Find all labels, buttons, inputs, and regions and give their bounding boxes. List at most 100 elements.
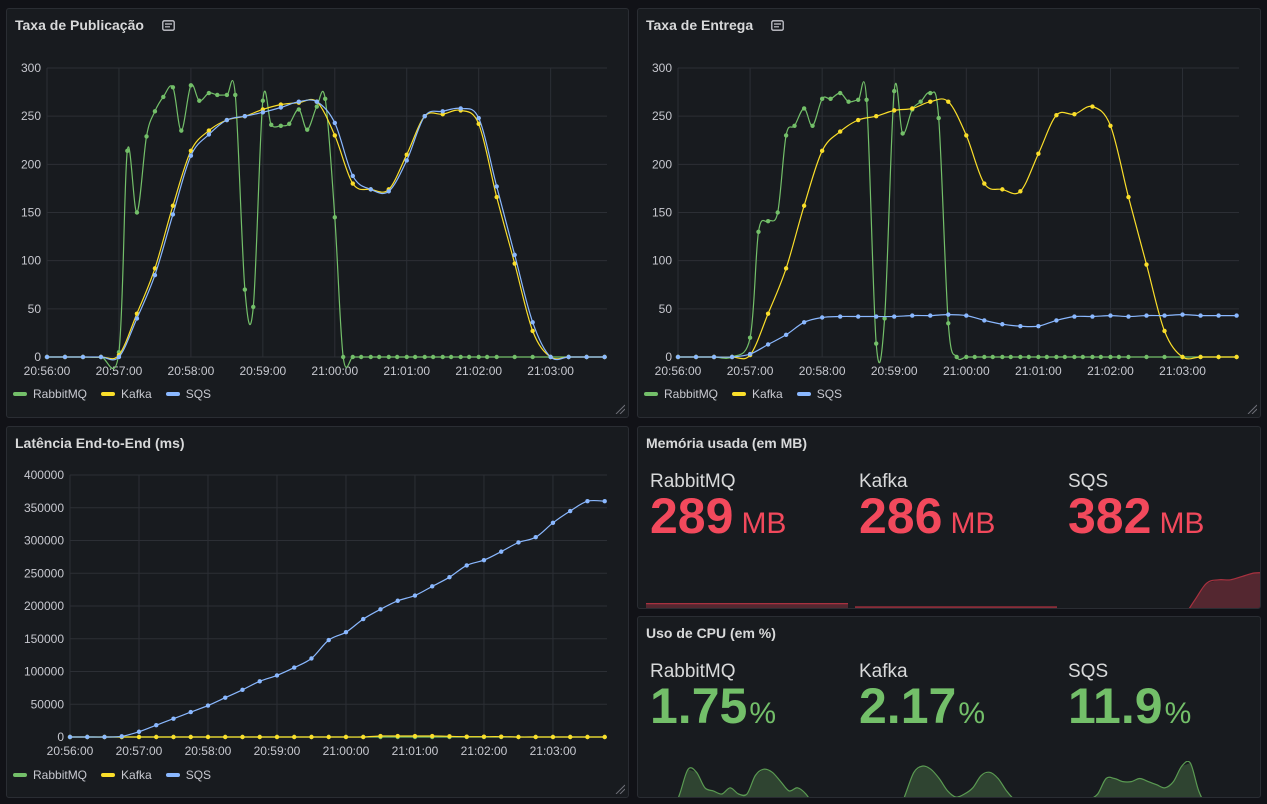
data-point-sqs[interactable]: [928, 313, 933, 318]
data-point-rabbitmq[interactable]: [801, 106, 807, 111]
data-point-sqs[interactable]: [447, 574, 452, 580]
data-point-rabbitmq[interactable]: [846, 99, 851, 104]
data-point-sqs[interactable]: [395, 598, 400, 603]
data-point-sqs[interactable]: [404, 158, 409, 163]
data-point-rabbitmq[interactable]: [855, 97, 861, 102]
data-point-rabbitmq[interactable]: [1090, 354, 1095, 360]
data-point-kafka[interactable]: [206, 128, 212, 133]
data-point-kafka[interactable]: [892, 108, 897, 113]
data-point-sqs[interactable]: [512, 252, 517, 258]
data-point-sqs[interactable]: [154, 723, 159, 728]
data-point-sqs[interactable]: [309, 656, 314, 661]
data-point-kafka[interactable]: [361, 734, 366, 740]
data-point-rabbitmq[interactable]: [422, 354, 427, 360]
data-point-kafka[interactable]: [332, 133, 337, 138]
data-point-sqs[interactable]: [765, 342, 771, 347]
data-point-rabbitmq[interactable]: [484, 354, 490, 360]
data-point-kafka[interactable]: [783, 266, 789, 271]
data-point-sqs[interactable]: [343, 630, 349, 635]
data-point-rabbitmq[interactable]: [882, 316, 887, 321]
data-point-kafka[interactable]: [585, 734, 590, 740]
data-point-kafka[interactable]: [530, 328, 535, 334]
stat-kafka[interactable]: Kafka 286 MB: [855, 471, 1057, 608]
data-point-kafka[interactable]: [819, 148, 825, 154]
data-point-rabbitmq[interactable]: [305, 127, 310, 132]
data-point-rabbitmq[interactable]: [1008, 354, 1013, 360]
data-point-kafka[interactable]: [1162, 328, 1167, 334]
data-point-sqs[interactable]: [440, 109, 445, 114]
series-line-rabbitmq[interactable]: [677, 81, 1237, 364]
data-point-sqs[interactable]: [67, 734, 73, 740]
data-point-rabbitmq[interactable]: [1080, 354, 1086, 360]
data-point-sqs[interactable]: [422, 113, 427, 119]
data-point-rabbitmq[interactable]: [233, 92, 238, 98]
data-point-rabbitmq[interactable]: [323, 96, 328, 102]
data-point-rabbitmq[interactable]: [775, 210, 780, 215]
legend-item-kafka[interactable]: Kafka: [101, 768, 152, 782]
data-point-sqs[interactable]: [533, 535, 538, 540]
data-point-kafka[interactable]: [223, 734, 228, 740]
data-point-sqs[interactable]: [278, 105, 284, 110]
data-point-rabbitmq[interactable]: [448, 354, 454, 360]
data-point-rabbitmq[interactable]: [125, 148, 130, 154]
data-point-rabbitmq[interactable]: [1126, 354, 1131, 360]
data-point-sqs[interactable]: [584, 354, 589, 360]
data-point-kafka[interactable]: [1180, 354, 1185, 360]
data-point-sqs[interactable]: [350, 173, 355, 179]
panel-title[interactable]: Uso de CPU (em %): [646, 625, 776, 641]
data-point-kafka[interactable]: [765, 311, 771, 316]
data-point-sqs[interactable]: [1198, 313, 1203, 318]
data-point-sqs[interactable]: [801, 320, 807, 325]
data-point-sqs[interactable]: [476, 115, 481, 121]
panel-title[interactable]: Taxa de Publicação: [15, 17, 175, 34]
data-point-rabbitmq[interactable]: [152, 109, 158, 114]
data-point-sqs[interactable]: [819, 315, 825, 320]
data-point-sqs[interactable]: [292, 665, 297, 670]
data-point-kafka[interactable]: [395, 733, 400, 739]
data-point-rabbitmq[interactable]: [144, 134, 149, 139]
data-point-sqs[interactable]: [116, 354, 122, 360]
data-point-rabbitmq[interactable]: [530, 354, 535, 360]
data-point-sqs[interactable]: [458, 106, 463, 111]
legend-item-sqs[interactable]: SQS: [165, 768, 211, 782]
data-point-rabbitmq[interactable]: [287, 121, 292, 127]
data-point-kafka[interactable]: [205, 734, 211, 740]
data-point-sqs[interactable]: [982, 318, 987, 323]
data-point-sqs[interactable]: [368, 187, 373, 192]
data-point-sqs[interactable]: [602, 354, 607, 360]
data-point-rabbitmq[interactable]: [1162, 354, 1167, 360]
series-line-kafka[interactable]: [677, 98, 1237, 360]
data-point-rabbitmq[interactable]: [251, 304, 256, 310]
data-point-kafka[interactable]: [494, 194, 499, 200]
data-point-sqs[interactable]: [1216, 313, 1221, 318]
data-point-kafka[interactable]: [1000, 187, 1005, 192]
data-point-rabbitmq[interactable]: [394, 354, 400, 360]
data-point-sqs[interactable]: [412, 593, 418, 598]
series-line-kafka[interactable]: [69, 735, 605, 738]
data-point-kafka[interactable]: [550, 734, 556, 740]
data-point-sqs[interactable]: [242, 113, 248, 119]
data-point-sqs[interactable]: [747, 351, 753, 357]
data-point-rabbitmq[interactable]: [810, 123, 815, 128]
data-point-kafka[interactable]: [412, 733, 418, 739]
resize-handle-icon[interactable]: [1247, 404, 1257, 414]
data-point-rabbitmq[interactable]: [476, 354, 481, 360]
data-point-sqs[interactable]: [464, 563, 469, 568]
data-point-rabbitmq[interactable]: [946, 321, 951, 326]
data-point-sqs[interactable]: [205, 703, 211, 708]
data-point-sqs[interactable]: [1162, 313, 1167, 318]
data-point-kafka[interactable]: [378, 733, 383, 739]
data-point-rabbitmq[interactable]: [458, 354, 463, 360]
data-point-kafka[interactable]: [476, 121, 481, 127]
data-point-rabbitmq[interactable]: [404, 354, 409, 360]
data-point-sqs[interactable]: [1090, 314, 1095, 319]
data-point-rabbitmq[interactable]: [188, 83, 194, 88]
data-point-sqs[interactable]: [530, 320, 535, 325]
data-point-kafka[interactable]: [136, 734, 142, 740]
legend-item-rabbitmq[interactable]: RabbitMQ: [13, 768, 87, 782]
data-point-kafka[interactable]: [946, 99, 951, 104]
data-point-rabbitmq[interactable]: [1144, 354, 1149, 360]
data-point-sqs[interactable]: [257, 679, 262, 684]
data-point-kafka[interactable]: [188, 734, 193, 740]
legend-item-kafka[interactable]: Kafka: [101, 387, 152, 401]
